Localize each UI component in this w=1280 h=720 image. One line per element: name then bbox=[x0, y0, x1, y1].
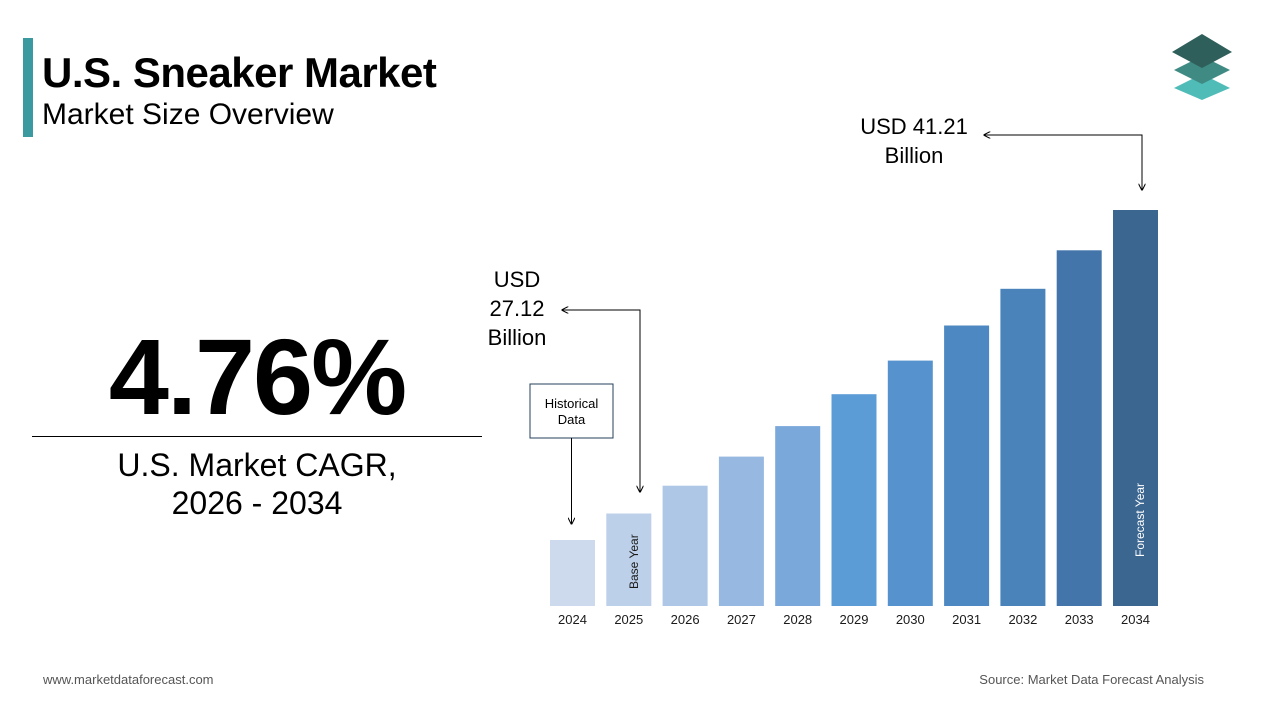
base-year-label: Base Year bbox=[627, 534, 641, 589]
start-value-line1: USD bbox=[494, 267, 540, 292]
bar-2030 bbox=[887, 360, 933, 606]
x-tick-label: 2028 bbox=[783, 612, 812, 627]
bar-2029 bbox=[831, 394, 877, 606]
cagr-label-line2: 2026 - 2034 bbox=[171, 485, 343, 521]
bar-2034 bbox=[1113, 210, 1158, 606]
x-tick-label: 2033 bbox=[1065, 612, 1094, 627]
historical-data-label-line2: Data bbox=[558, 412, 586, 427]
cagr-label-line1: U.S. Market CAGR, bbox=[117, 447, 397, 483]
cagr-label: U.S. Market CAGR, 2026 - 2034 bbox=[32, 446, 482, 522]
bar-2032 bbox=[1000, 288, 1046, 606]
x-tick-label: 2030 bbox=[896, 612, 925, 627]
page-title: U.S. Sneaker Market bbox=[42, 49, 437, 96]
x-tick-label: 2029 bbox=[840, 612, 869, 627]
page-subtitle: Market Size Overview bbox=[42, 98, 334, 131]
x-tick-label: 2034 bbox=[1121, 612, 1150, 627]
historical-data-box bbox=[529, 383, 614, 439]
bar-2028 bbox=[775, 426, 821, 606]
start-value-arrow bbox=[562, 310, 640, 492]
end-value-arrow bbox=[984, 135, 1142, 190]
end-value-line2: Billion bbox=[885, 143, 944, 168]
cagr-divider bbox=[32, 436, 482, 437]
cagr-value: 4.76% bbox=[108, 316, 407, 437]
logo-layer-top bbox=[1172, 34, 1232, 68]
bar-2025 bbox=[606, 513, 652, 606]
logo-layer-bottom bbox=[1174, 74, 1230, 100]
start-value-line2: 27.12 bbox=[489, 296, 544, 321]
logo-layer-middle bbox=[1174, 56, 1230, 84]
x-tick-label: 2027 bbox=[727, 612, 756, 627]
bar-2033 bbox=[1056, 250, 1102, 607]
x-tick-label: 2026 bbox=[671, 612, 700, 627]
stacked-layers-logo-icon bbox=[1172, 34, 1232, 100]
title-accent-bar bbox=[23, 38, 33, 137]
bar-2027 bbox=[718, 456, 764, 606]
forecast-year-label: Forecast Year bbox=[1133, 483, 1147, 557]
x-tick-label: 2031 bbox=[952, 612, 981, 627]
bar-2031 bbox=[944, 325, 990, 606]
tick-labels-layer: 2024 2025 2026 2027 2028 2029 2030 2031 2032 2033… bbox=[558, 612, 1150, 627]
historical-data-label-line1: Historical bbox=[545, 396, 599, 411]
x-tick-label: 2024 bbox=[558, 612, 587, 627]
bars-layer bbox=[550, 210, 1158, 607]
source-note: Source: Market Data Forecast Analysis bbox=[979, 672, 1204, 687]
start-value-line3: Billion bbox=[488, 325, 547, 350]
website-link[interactable]: www.marketdataforecast.com bbox=[43, 672, 214, 687]
x-tick-label: 2032 bbox=[1008, 612, 1037, 627]
x-tick-label: 2025 bbox=[614, 612, 643, 627]
bar-2026 bbox=[662, 485, 708, 606]
bar-2024 bbox=[550, 540, 595, 606]
end-value-line1: USD 41.21 bbox=[860, 114, 968, 139]
